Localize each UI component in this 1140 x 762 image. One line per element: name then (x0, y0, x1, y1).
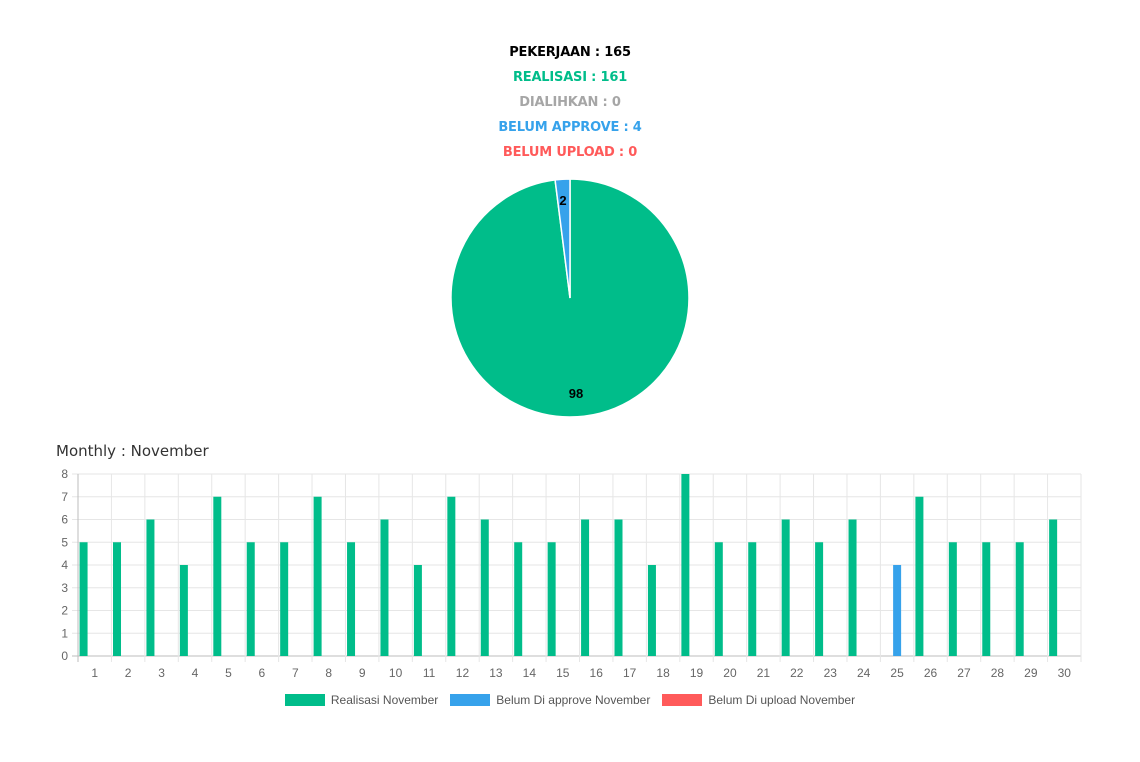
bar[interactable] (614, 519, 623, 657)
x-tick-label: 2 (125, 666, 132, 680)
bar[interactable] (514, 542, 523, 656)
x-tick-label: 9 (359, 666, 366, 680)
bar[interactable] (848, 519, 857, 657)
bar[interactable] (246, 542, 255, 656)
bar[interactable] (280, 542, 289, 656)
x-tick-label: 5 (225, 666, 232, 680)
dialihkan-total: DIALIHKAN : 0 (519, 95, 621, 110)
summary-stats: PEKERJAAN : 165 REALISASI : 161 DIALIHKA… (0, 42, 1140, 167)
bar[interactable] (179, 565, 188, 656)
x-tick-label: 19 (690, 666, 704, 680)
x-tick-label: 20 (723, 666, 737, 680)
legend-item-realisasi[interactable]: Realisasi November (284, 693, 439, 707)
x-tick-label: 8 (325, 666, 332, 680)
bar[interactable] (748, 542, 757, 656)
x-tick-label: 1 (91, 666, 98, 680)
pie-slice-label: 2 (559, 193, 566, 208)
bar[interactable] (893, 565, 902, 656)
x-tick-label: 11 (423, 666, 436, 680)
bar[interactable] (547, 542, 556, 656)
bar[interactable] (79, 542, 88, 656)
x-tick-label: 17 (623, 666, 637, 680)
x-tick-label: 6 (259, 666, 266, 680)
belum-approve-total: BELUM APPROVE : 4 (498, 120, 642, 135)
bar[interactable] (380, 519, 389, 657)
bar[interactable] (915, 496, 924, 656)
x-tick-label: 27 (957, 666, 971, 680)
bar[interactable] (413, 565, 422, 656)
y-tick-label: 6 (61, 513, 68, 527)
legend-swatch-upload (662, 694, 703, 706)
legend-item-upload[interactable]: Belum Di upload November (662, 693, 855, 707)
x-tick-label: 23 (824, 666, 838, 680)
y-tick-label: 4 (61, 558, 68, 572)
legend-label: Belum Di upload November (708, 693, 856, 707)
y-tick-label: 7 (61, 490, 68, 504)
y-tick-label: 8 (61, 467, 68, 481)
bar[interactable] (146, 519, 155, 657)
x-tick-label: 28 (991, 666, 1005, 680)
x-tick-label: 15 (556, 666, 570, 680)
legend-label: Realisasi November (330, 693, 439, 707)
y-tick-label: 3 (61, 581, 68, 595)
bar[interactable] (647, 565, 656, 656)
pie-chart[interactable]: 98 2 (0, 0, 1140, 430)
legend-swatch-realisasi (284, 694, 325, 706)
y-tick-label: 2 (61, 604, 68, 618)
bar[interactable] (347, 542, 356, 656)
bar-chart-legend: Realisasi November Belum Di approve Nove… (0, 693, 1140, 707)
x-tick-label: 10 (389, 666, 403, 680)
y-tick-label: 1 (61, 626, 68, 640)
bar[interactable] (815, 542, 824, 656)
bar[interactable] (480, 519, 489, 657)
bar[interactable] (681, 474, 690, 656)
bar[interactable] (581, 519, 590, 657)
monthly-section-title: Monthly : November (56, 442, 209, 460)
x-tick-label: 7 (292, 666, 299, 680)
pekerjaan-total: PEKERJAAN : 165 (509, 45, 631, 60)
bar[interactable] (714, 542, 723, 656)
y-tick-label: 0 (61, 649, 68, 663)
x-tick-label: 24 (857, 666, 871, 680)
legend-item-approve[interactable]: Belum Di approve November (450, 693, 650, 707)
bar[interactable] (1049, 519, 1058, 657)
legend-label: Belum Di approve November (496, 693, 651, 707)
x-tick-label: 21 (757, 666, 771, 680)
bar[interactable] (1015, 542, 1024, 656)
bar[interactable] (447, 496, 456, 656)
bar[interactable] (982, 542, 991, 656)
bar[interactable] (781, 519, 790, 657)
x-tick-label: 3 (158, 666, 165, 680)
x-tick-label: 29 (1024, 666, 1038, 680)
pie-slice-label: 98 (569, 386, 583, 401)
bar[interactable] (113, 542, 122, 656)
x-tick-label: 16 (590, 666, 604, 680)
legend-swatch-approve (450, 694, 491, 706)
belum-upload-total: BELUM UPLOAD : 0 (502, 145, 638, 160)
x-tick-label: 26 (924, 666, 938, 680)
x-tick-label: 13 (489, 666, 503, 680)
x-tick-label: 18 (656, 666, 670, 680)
x-tick-label: 14 (523, 666, 537, 680)
x-tick-label: 25 (890, 666, 904, 680)
bar[interactable] (213, 496, 222, 656)
realisasi-total: REALISASI : 161 (512, 70, 628, 85)
y-tick-label: 5 (61, 535, 68, 549)
x-tick-label: 12 (456, 666, 470, 680)
x-tick-label: 30 (1058, 666, 1072, 680)
pie-slice[interactable] (554, 178, 571, 299)
bar[interactable] (313, 496, 322, 656)
bar[interactable] (948, 542, 957, 656)
x-tick-label: 4 (192, 666, 199, 680)
x-tick-label: 22 (790, 666, 804, 680)
